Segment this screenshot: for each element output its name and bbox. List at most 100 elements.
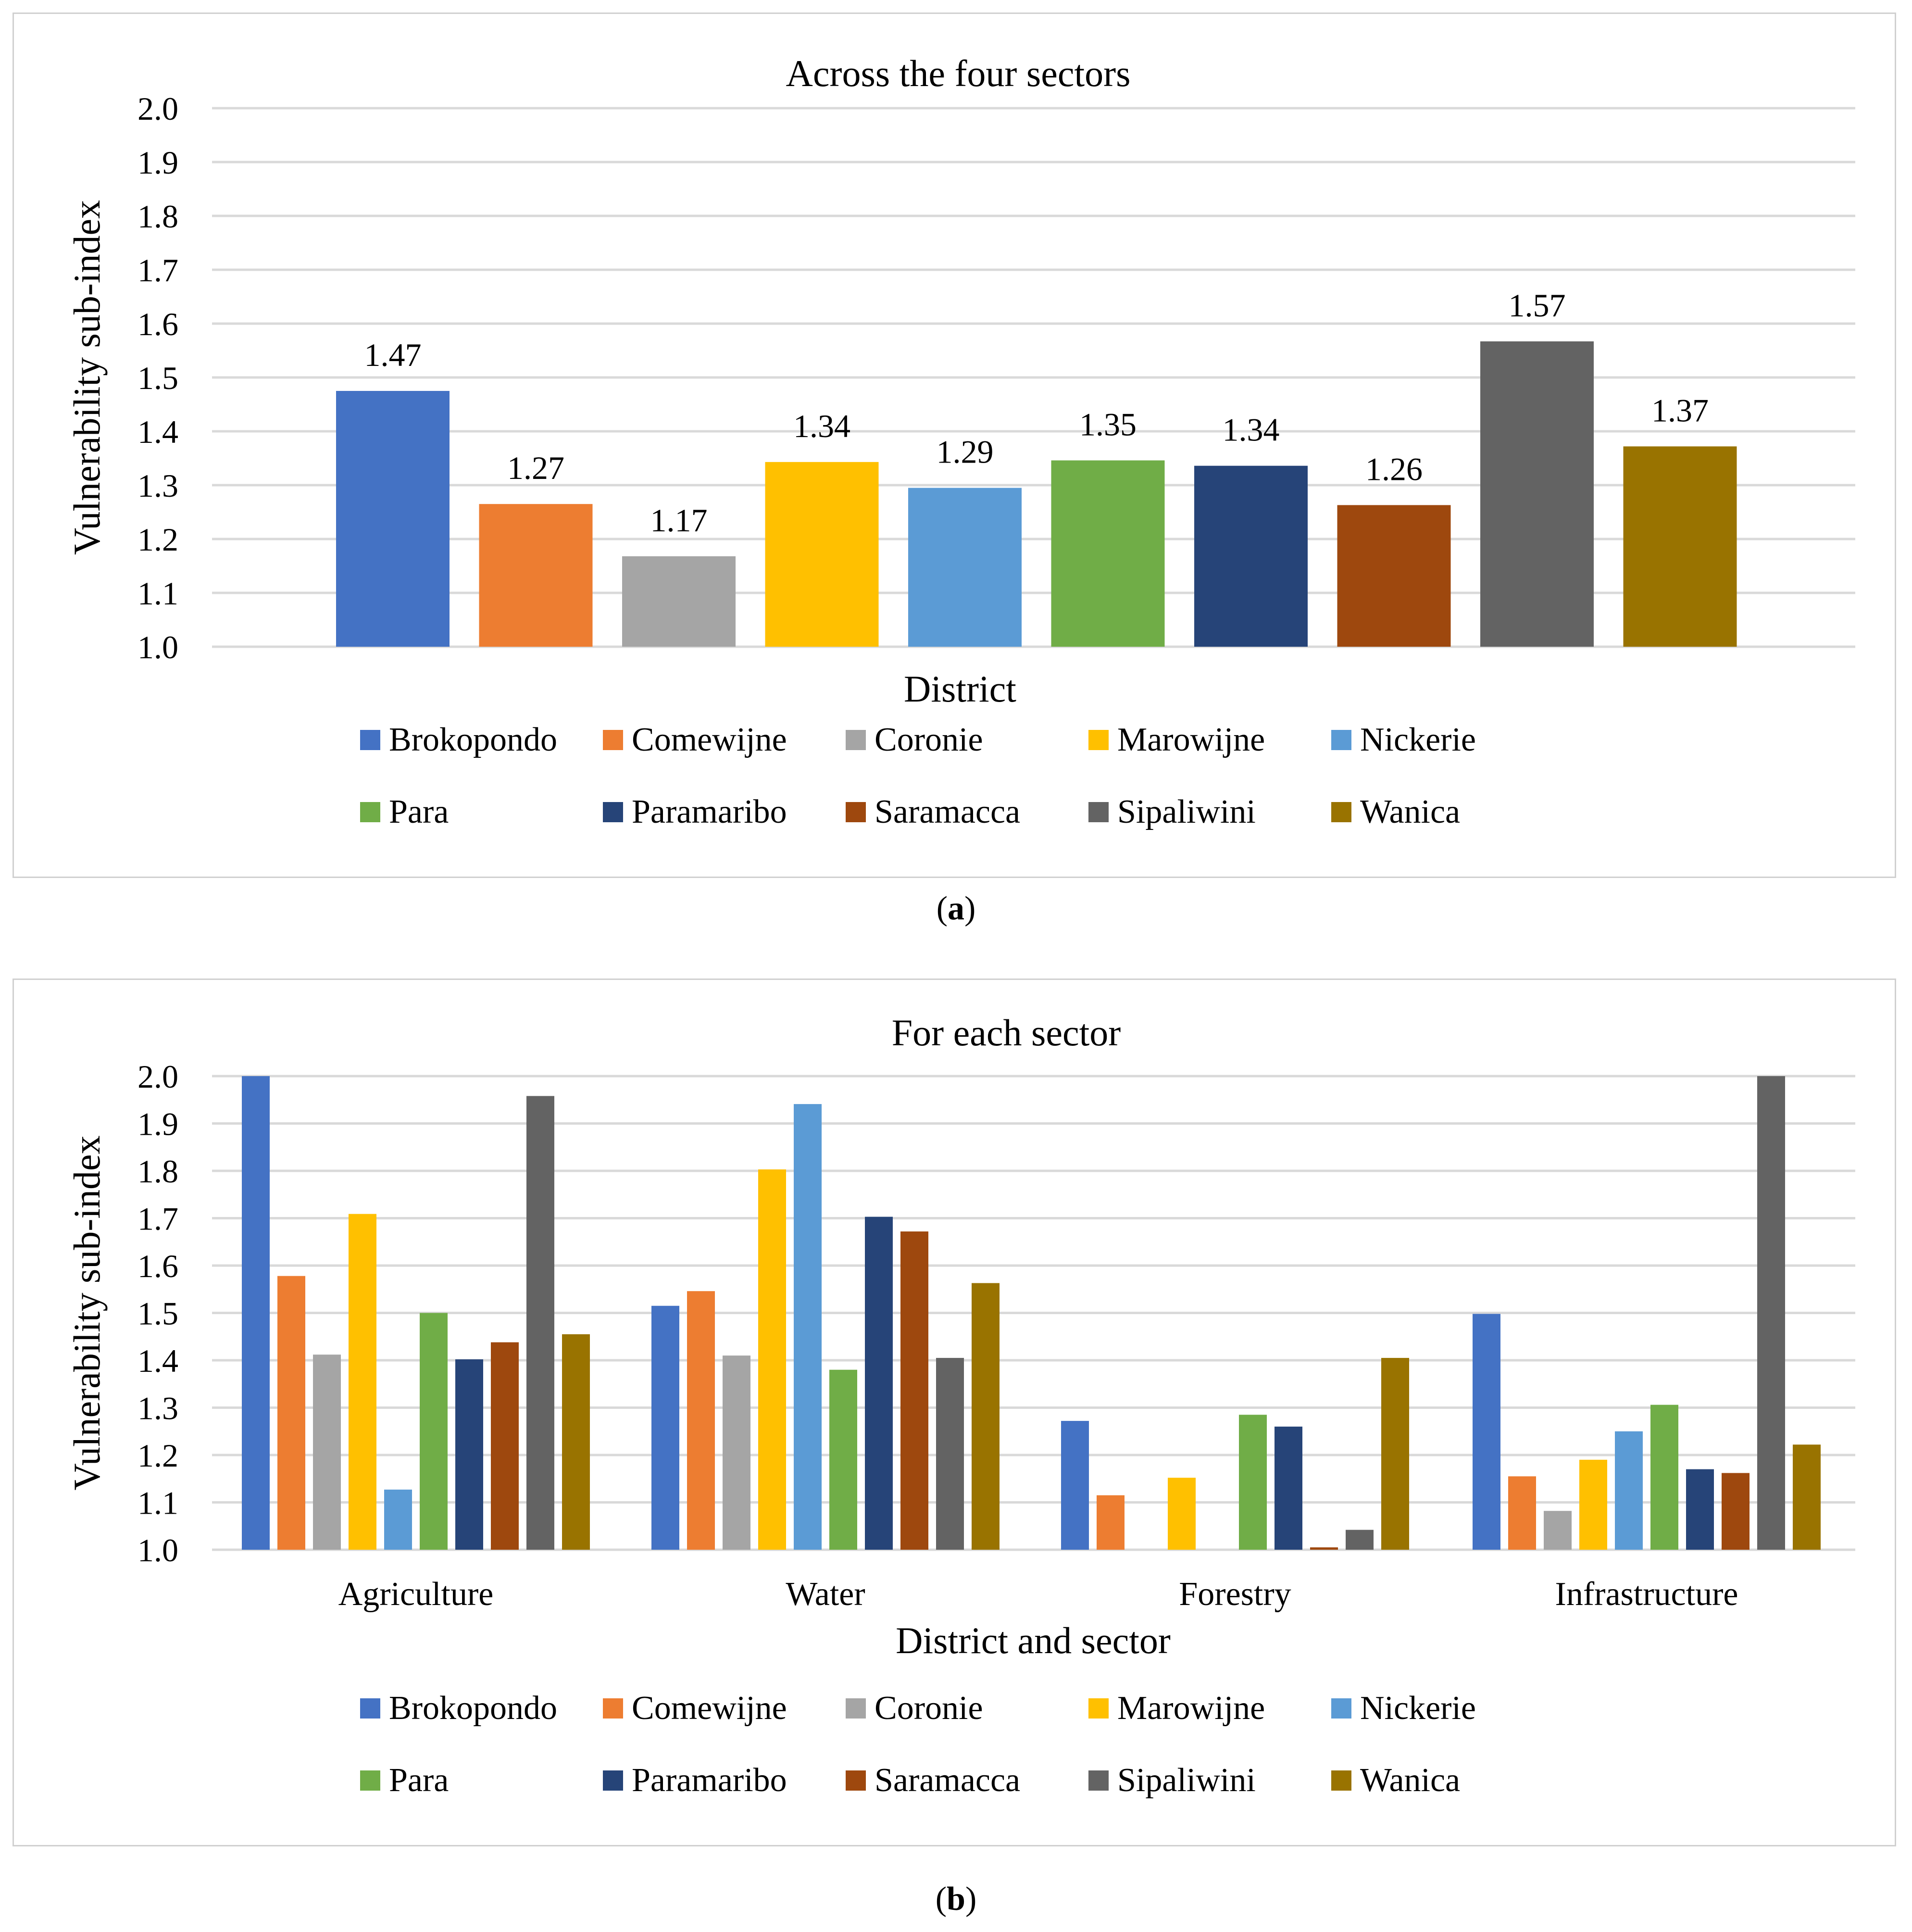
chart-a-legend-label: Nickerie (1360, 721, 1476, 758)
bar-chart-b: 1.0 1.1 1.2 1.3 1.4 1.5 1.6 1.7 1.8 1.9 2.0 For eac… (66, 1012, 1855, 1661)
chart-b-ytick-label: 1.9 (137, 1106, 178, 1142)
chart-b-legend-swatch (1331, 1698, 1351, 1719)
chart-a-bar (908, 488, 1022, 647)
chart-a-bar (1194, 465, 1308, 647)
chart-b-ytick-label: 2.0 (137, 1058, 178, 1095)
chart-b-legend-label: Coronie (875, 1690, 983, 1727)
chart-a-legend-item: Comewijne (603, 721, 787, 759)
chart-b-legend-item: Brokopondo (360, 1689, 557, 1728)
chart-a-bar (336, 391, 450, 647)
chart-a-legend-item: Nickerie (1331, 721, 1476, 759)
chart-b-category-label: Water (786, 1576, 865, 1613)
chart-b-legend-label: Saramacca (875, 1762, 1021, 1799)
chart-b-legend-item: Comewijne (603, 1689, 787, 1728)
chart-b-bar (455, 1359, 483, 1550)
chart-b-bar (687, 1291, 715, 1550)
chart-b-legend-swatch (360, 1770, 380, 1791)
caption-b: (b) (935, 1881, 977, 1918)
chart-a-y-axis-label: Vulnerability sub-index (66, 200, 108, 555)
chart-a-title: Across the four sectors (786, 52, 1131, 94)
chart-b-ytick-label: 1.0 (137, 1532, 178, 1568)
chart-a-ytick-label: 1.8 (137, 198, 178, 235)
chart-b-ytick-label: 1.3 (137, 1390, 178, 1427)
chart-a-legend-item: Sipaliwini (1088, 793, 1256, 831)
chart-a-legend-item: Marowijne (1088, 721, 1265, 759)
chart-b-legend-label: Comewijne (632, 1690, 787, 1727)
chart-b-bar (1168, 1478, 1196, 1550)
chart-b-bar (313, 1355, 341, 1550)
chart-b-legend-item: Saramacca (846, 1761, 1020, 1800)
chart-b-bar (1239, 1415, 1267, 1550)
chart-b-bar (865, 1217, 893, 1550)
chart-b-bar (384, 1489, 412, 1550)
chart-b-x-axis-label: District and sector (896, 1619, 1171, 1661)
chart-b-category-label: Forestry (1179, 1576, 1291, 1613)
chart-a-legend-label: Para (389, 793, 449, 830)
chart-b-legend-item: Marowijne (1088, 1689, 1265, 1728)
chart-a-ytick-label: 1.7 (137, 252, 178, 289)
chart-b-ytick-label: 1.1 (137, 1485, 178, 1521)
chart-b-legend-swatch (603, 1770, 623, 1791)
chart-b-bar (1310, 1547, 1338, 1550)
chart-b-legend-item: Wanica (1331, 1761, 1460, 1800)
chart-a-bar (1051, 460, 1165, 647)
chart-b-legend-item: Sipaliwini (1088, 1761, 1256, 1800)
chart-b-bar (723, 1355, 750, 1550)
chart-a-ytick-label: 1.6 (137, 306, 178, 342)
chart-a-data-label: 1.26 (1365, 451, 1423, 487)
chart-a-bar (622, 556, 736, 647)
chart-b-ytick-label: 1.7 (137, 1201, 178, 1237)
chart-b-bar (420, 1313, 448, 1550)
chart-b-bar (1615, 1431, 1643, 1550)
chart-b-y-axis-label: Vulnerability sub-index (66, 1135, 108, 1490)
chart-a-legend-label: Paramaribo (632, 793, 787, 830)
chart-a-legend-swatch (1088, 730, 1109, 750)
chart-a-data-label: 1.34 (793, 408, 850, 444)
chart-b-bar (1793, 1444, 1821, 1550)
chart-a-legend-item: Brokopondo (360, 721, 557, 759)
chart-b-bar (1650, 1405, 1678, 1550)
chart-a-legend-label: Saramacca (875, 793, 1021, 830)
chart-a-ytick-label: 1.5 (137, 360, 178, 396)
chart-b-legend-label: Nickerie (1360, 1690, 1476, 1727)
chart-b-legend-label: Para (389, 1762, 449, 1799)
chart-a-legend-label: Brokopondo (389, 721, 557, 758)
chart-b-legend-swatch (1088, 1770, 1109, 1791)
chart-a-legend-swatch (603, 730, 623, 750)
chart-b-bar (526, 1096, 554, 1550)
chart-b-legend-swatch (846, 1698, 866, 1719)
chart-a-ytick-label: 1.1 (137, 575, 178, 612)
chart-panel-b: 1.0 1.1 1.2 1.3 1.4 1.5 1.6 1.7 1.8 1.9 2.0 For eac… (12, 979, 1896, 1846)
chart-b-bar (1381, 1358, 1409, 1550)
chart-b-bar (1722, 1473, 1750, 1550)
chart-a-data-label: 1.37 (1651, 392, 1709, 428)
chart-b-bar (972, 1283, 1000, 1550)
chart-b-ytick-label: 1.2 (137, 1437, 178, 1474)
chart-b-legend-item: Paramaribo (603, 1761, 787, 1800)
caption-a: (a) (936, 890, 976, 927)
chart-a-data-label: 1.29 (937, 434, 994, 470)
bar-chart-a: 1.0 1.1 1.2 1.3 1.4 1.5 1.6 1.7 1.8 1.9 2.0 Across … (66, 52, 1855, 710)
chart-b-bar (1579, 1459, 1607, 1550)
chart-b-bar (1473, 1314, 1500, 1550)
chart-a-legend-label: Marowijne (1117, 721, 1265, 758)
chart-a-legend-swatch (603, 802, 623, 822)
chart-a-legend-item: Coronie (846, 721, 983, 759)
chart-b-bar (1508, 1476, 1536, 1550)
chart-b-legend-swatch (1331, 1770, 1351, 1791)
chart-b-bar (794, 1104, 822, 1550)
chart-b-legend-swatch (846, 1770, 866, 1791)
chart-a-legend-swatch (360, 802, 380, 822)
chart-a-legend-swatch (1331, 730, 1351, 750)
chart-b-category-label: Agriculture (338, 1576, 494, 1613)
chart-b-bar (1097, 1495, 1125, 1550)
chart-a-ytick-label: 1.9 (137, 144, 178, 181)
chart-b-legend-swatch (603, 1698, 623, 1719)
chart-a-ytick-label: 1.4 (137, 414, 178, 450)
chart-a-legend-item: Paramaribo (603, 793, 787, 831)
chart-b-legend-label: Paramaribo (632, 1762, 787, 1799)
chart-a-ytick-label: 2.0 (137, 90, 178, 127)
chart-a-data-label: 1.57 (1509, 287, 1566, 324)
caption-a-letter: a (948, 890, 964, 927)
chart-a-legend-label: Wanica (1360, 793, 1461, 830)
